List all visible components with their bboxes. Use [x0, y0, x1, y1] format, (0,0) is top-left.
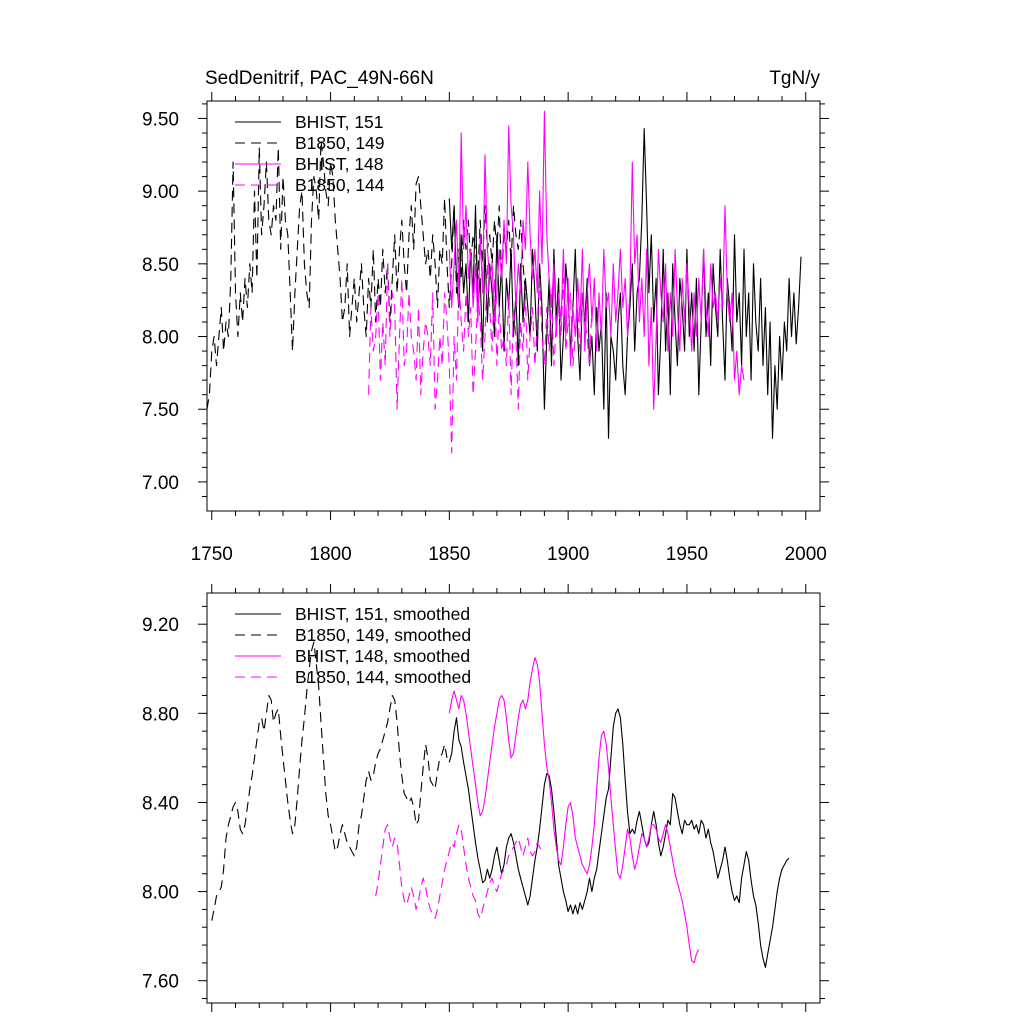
bottom-panel: 7.60 8.00 8.40 8.80 9.20 BHIST, 151, smoothed…: [142, 584, 829, 1012]
plot-frame: [206, 100, 821, 512]
series-line-bhist-148: [448, 110, 745, 410]
series-line-b1850-149: [207, 139, 526, 410]
series-line-bhist-151-smoothed: [448, 708, 790, 968]
series-group: [207, 110, 802, 454]
y-tick-label: 7.00: [142, 473, 179, 494]
y-tick-label: 8.00: [142, 883, 179, 904]
legend-label: BHIST, 148: [295, 154, 384, 174]
x-tick-label: 1800: [309, 544, 351, 565]
series-line-b1850-144-smoothed: [375, 824, 543, 919]
plot-frame: [206, 592, 821, 1004]
x-tick-label: 1750: [191, 544, 233, 565]
y-tick-label: 8.40: [142, 793, 179, 814]
top-panel: SedDenitrif, PAC_49N-66N TgN/y 1750 1800 1…: [142, 68, 829, 565]
series-line-bhist-148-smoothed: [448, 657, 700, 964]
y-tick-label: 7.50: [142, 400, 179, 421]
legend-label: B1850, 144: [295, 175, 385, 195]
y-tick-label: 8.80: [142, 704, 179, 725]
legend-label: BHIST, 151: [295, 112, 384, 132]
series-group: [211, 641, 790, 968]
y-tick-label: 9.50: [142, 109, 179, 130]
y-tick-label: 7.60: [142, 972, 179, 993]
legend-label: BHIST, 151, smoothed: [295, 604, 470, 624]
series-line-bhist-151: [448, 128, 802, 439]
x-tick-label: 1900: [547, 544, 589, 565]
series-line-b1850-144: [368, 263, 593, 454]
y-tick-label: 8.00: [142, 328, 179, 349]
legend-label: B1850, 149: [295, 133, 385, 153]
x-tick-label: 1850: [428, 544, 470, 565]
y-tick-label: 8.50: [142, 255, 179, 276]
y-tick-label: 9.00: [142, 182, 179, 203]
legend-label: B1850, 144, smoothed: [295, 667, 471, 687]
units-label: TgN/y: [769, 68, 820, 89]
legend-label: BHIST, 148, smoothed: [295, 646, 470, 666]
legend-label: B1850, 149, smoothed: [295, 625, 471, 645]
chart-title: SedDenitrif, PAC_49N-66N: [205, 68, 434, 89]
y-tick-label: 9.20: [142, 615, 179, 636]
x-tick-label: 1950: [666, 544, 708, 565]
x-tick-label: 2000: [785, 544, 827, 565]
